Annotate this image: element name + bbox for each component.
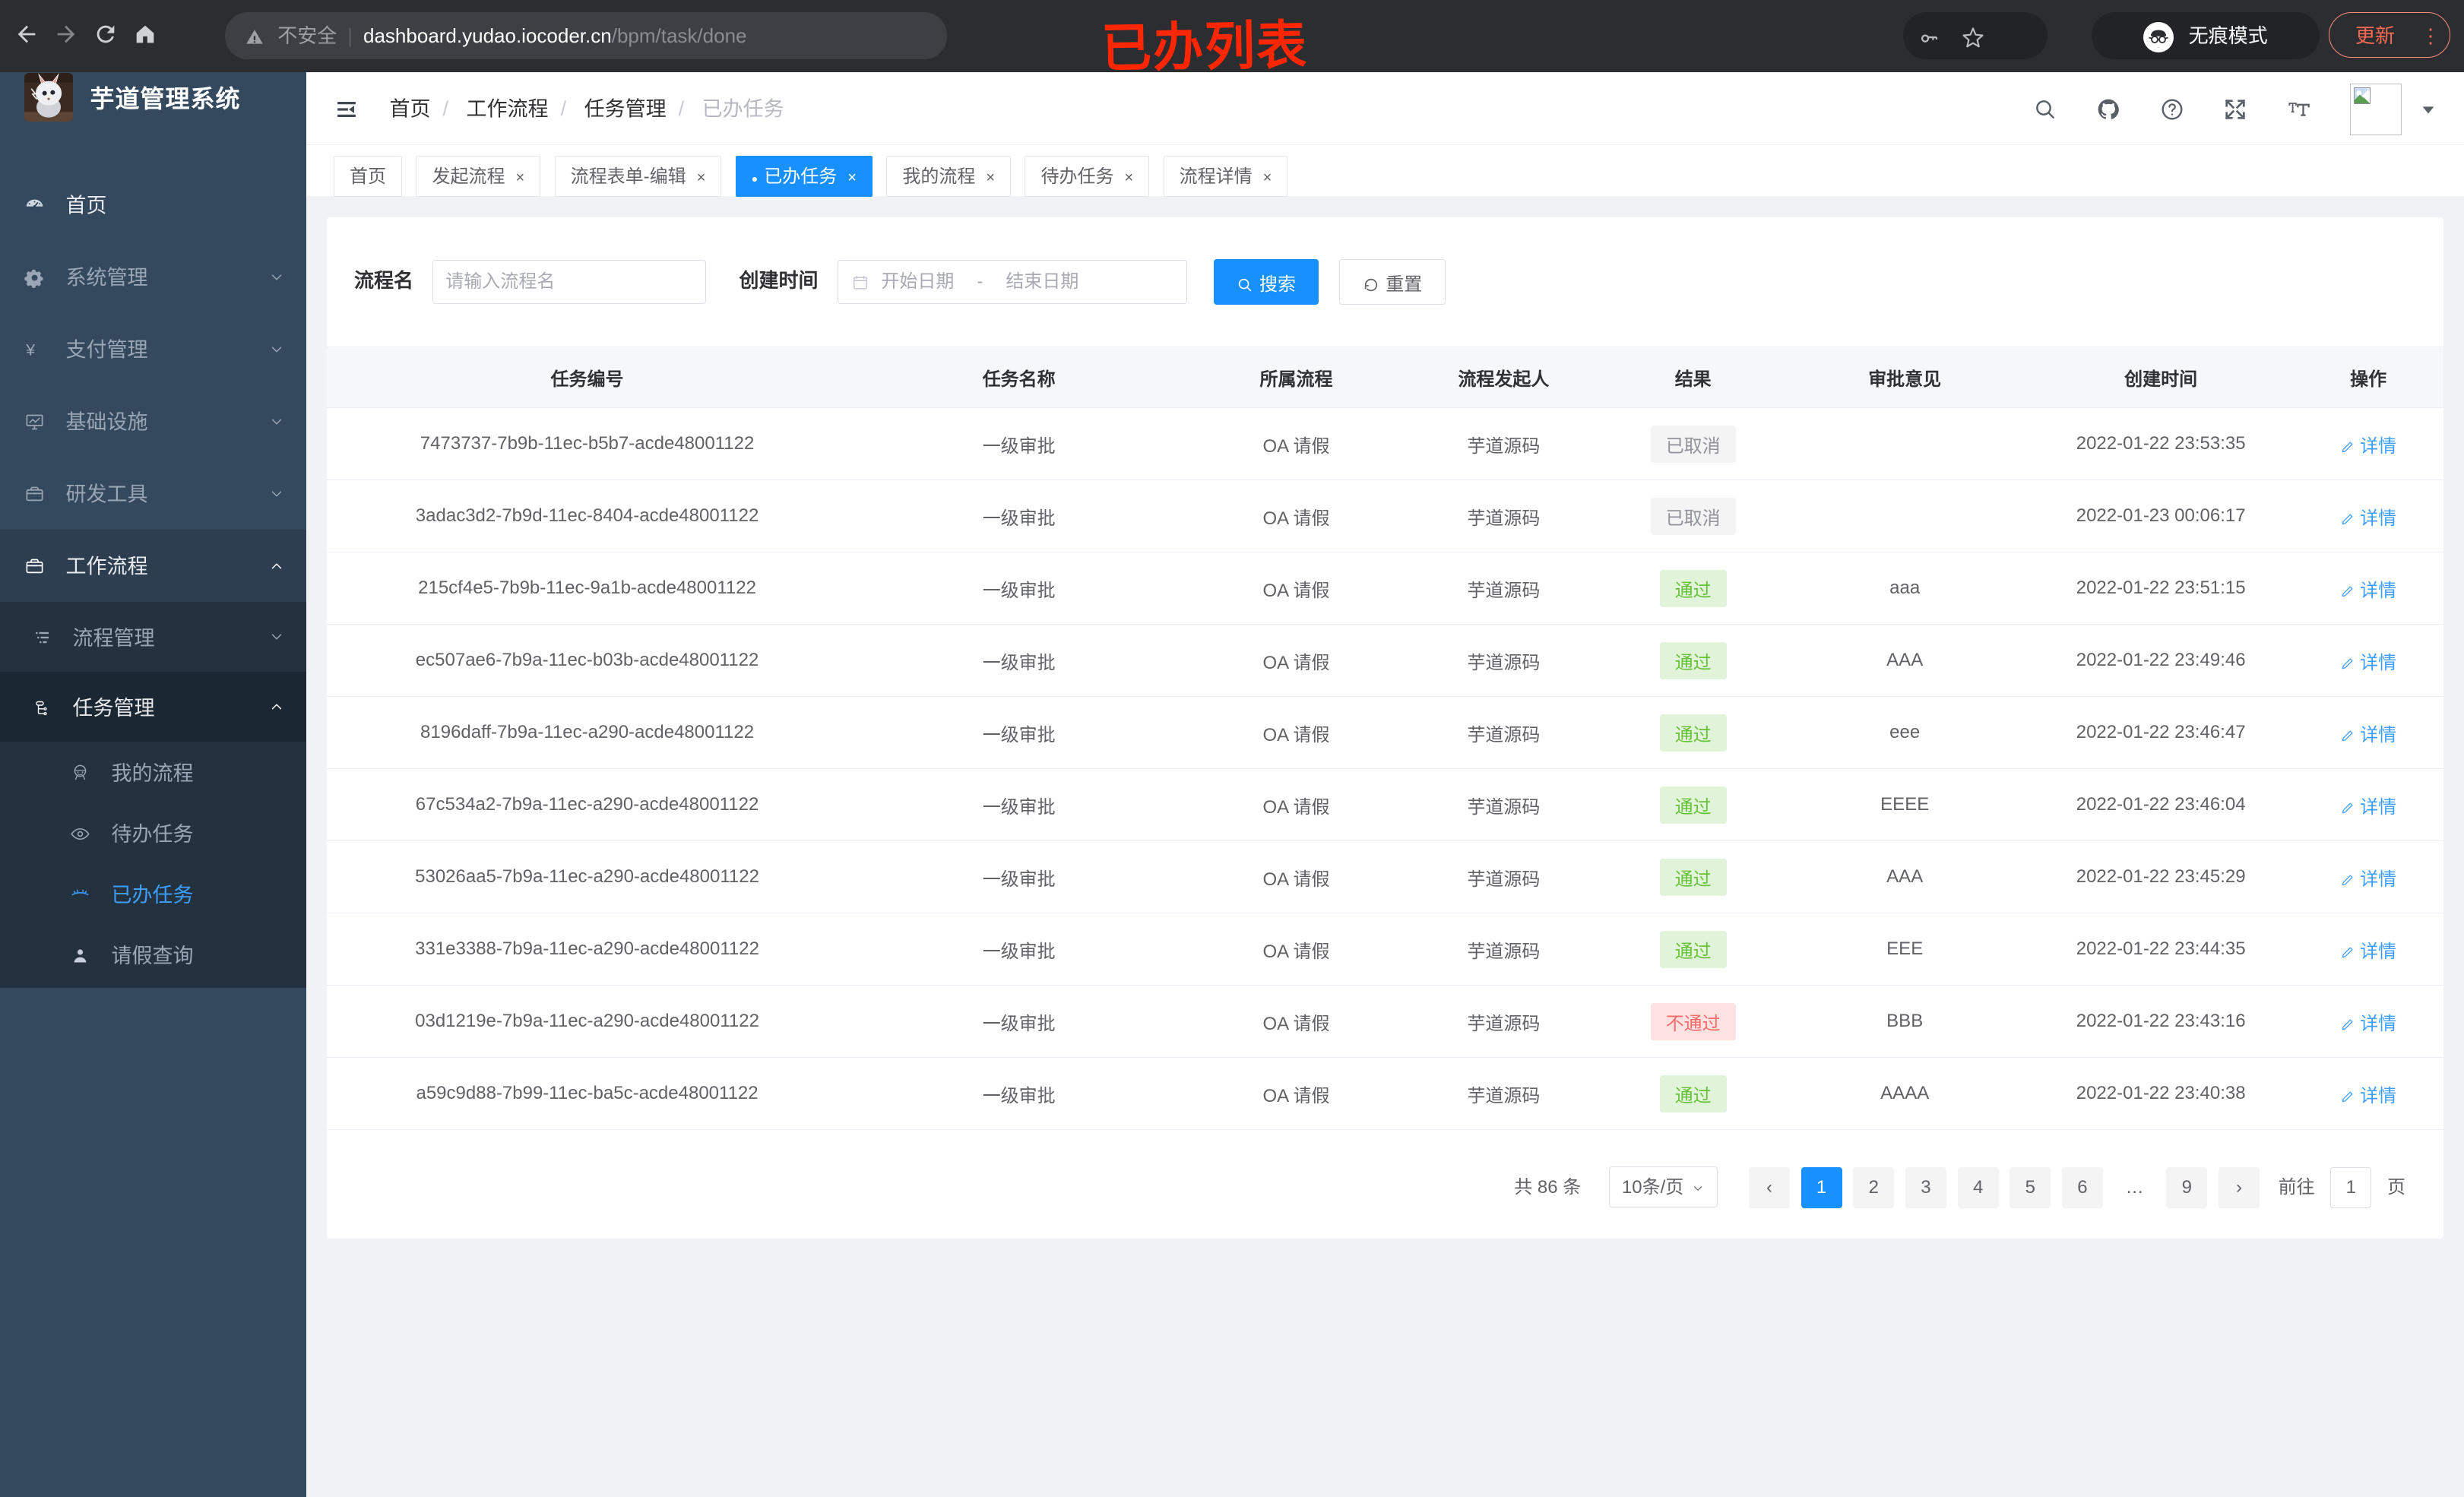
svg-text:¥: ¥ xyxy=(25,341,35,359)
